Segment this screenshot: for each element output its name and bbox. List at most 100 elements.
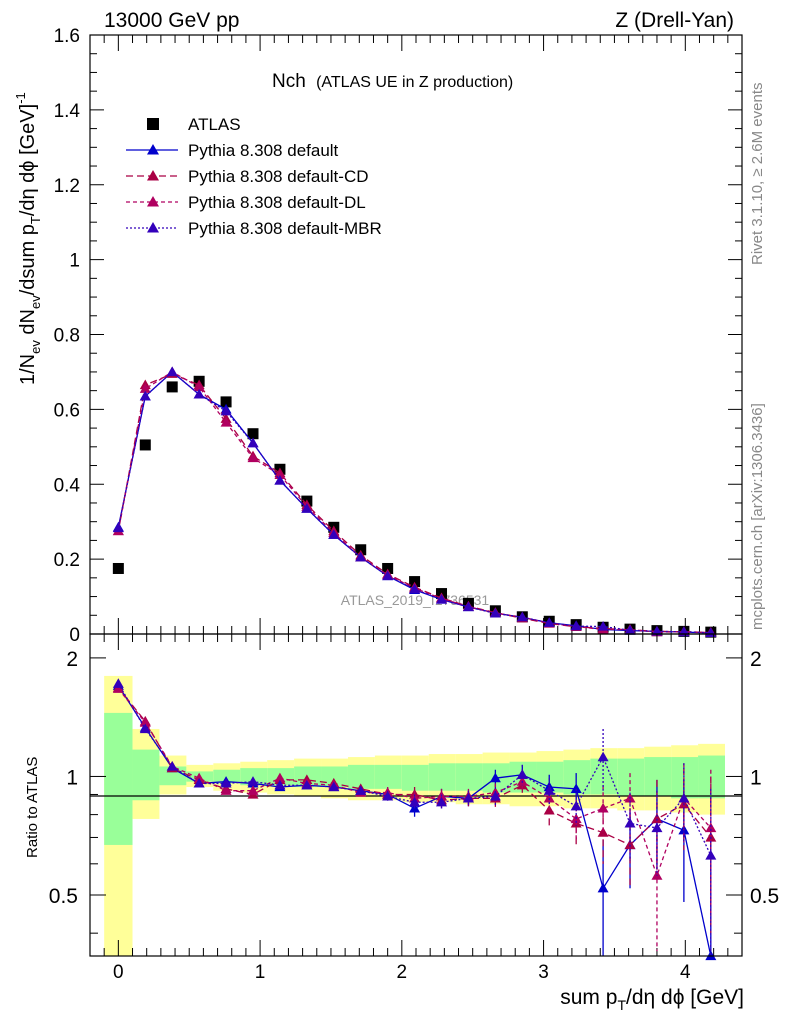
ratio-band-inner	[132, 749, 160, 801]
ratio-point-mbr	[597, 751, 609, 762]
ratio-point-dl	[139, 717, 151, 727]
x-axis-label: sum pT/dη dϕ [GeV]	[560, 986, 744, 1013]
series-point-dl	[247, 452, 259, 463]
legend-marker-cd	[147, 170, 159, 181]
ratio-point-dl	[705, 822, 717, 833]
atlas-data-point	[355, 544, 367, 556]
ylabel-part-b: dN	[17, 309, 39, 340]
ratio-point-default	[597, 882, 609, 893]
header-right: Z (Drell-Yan)	[615, 9, 734, 32]
ratio-band-inner	[374, 764, 402, 789]
mcplots-label: mcplots.cern.ch [arXiv:1306.3436]	[749, 403, 766, 630]
x-tick-label: 4	[680, 962, 691, 983]
ratio-band-inner	[698, 755, 725, 799]
series-point-mbr	[112, 522, 124, 533]
main-y-tick-label: 0.6	[54, 400, 80, 421]
series-point-mbr	[328, 529, 340, 539]
series-point-dl	[193, 381, 205, 392]
main-y-tick-label: 0.8	[54, 326, 80, 347]
main-axis-ticks	[89, 34, 743, 635]
legend-marker-dl	[147, 196, 159, 207]
ratio-point-cd	[597, 827, 609, 837]
ratio-y-tick-label-right: 1	[750, 766, 762, 789]
ratio-band-inner	[644, 757, 672, 797]
ratio-point-mbr	[139, 723, 151, 734]
ratio-point-cd	[651, 813, 663, 824]
ylabel-part-a: 1/N	[17, 354, 39, 385]
series-point-mbr	[651, 625, 663, 636]
series-point-mbr	[409, 583, 421, 594]
series-point-mbr	[247, 437, 259, 448]
ratio-axis-ticks	[89, 634, 743, 956]
ratio-point-mbr	[220, 777, 232, 788]
ratio-y-tick-label-right: 2	[750, 648, 762, 671]
atlas-data-point	[409, 576, 421, 588]
ratio-uncertainty-bands	[104, 675, 725, 956]
series-point-mbr	[301, 503, 313, 513]
chart-subtitle: (ATLAS UE in Z production)	[316, 74, 513, 91]
ratio-line-dl	[117, 688, 712, 878]
main-y-tick-label: 1	[69, 251, 80, 272]
series-point-mbr	[570, 620, 582, 631]
main-y-axis-label: 1/Nev dNev/dsum pT/dη dϕ [GeV]-1	[13, 92, 43, 385]
ratio-point-mbr	[382, 790, 394, 801]
ratio-point-default	[570, 783, 582, 793]
series-point-mbr	[543, 617, 555, 627]
legend-marker-mbr	[147, 222, 159, 233]
ratio-point-mbr	[489, 790, 501, 801]
ratio-point-mbr	[705, 849, 717, 860]
ratio-point-mbr	[112, 678, 124, 688]
ratio-band-inner	[428, 763, 456, 791]
atlas-data-point	[220, 396, 232, 408]
atlas-data-point	[247, 428, 259, 440]
ratio-point-mbr	[247, 776, 259, 786]
series-point-mbr	[489, 607, 501, 618]
ratio-y-tick-label: 1	[66, 766, 78, 789]
atlas-data-point	[166, 381, 178, 393]
ratio-point-mbr	[409, 796, 421, 807]
ratio-y-tick-label: 2	[66, 648, 78, 671]
ratio-point-dl	[274, 772, 286, 783]
ratio-point-mbr	[355, 785, 367, 795]
ratio-band-inner	[617, 758, 645, 797]
ratio-frame	[89, 633, 743, 957]
legend-label-mbr: Pythia 8.308 default-MBR	[188, 219, 382, 238]
series-point-mbr	[516, 611, 528, 622]
ratio-band-inner	[671, 757, 699, 799]
series-point-mbr	[462, 601, 474, 612]
x-tick-label: 0	[113, 962, 124, 983]
legend-label-cd: Pythia 8.308 default-CD	[188, 167, 369, 186]
ratio-y-tick-label-right: 0.5	[750, 885, 779, 908]
main-series-layer	[112, 366, 717, 638]
ratio-point-dl	[543, 792, 555, 803]
atlas-data-point	[139, 439, 151, 451]
ylabel-part-d: /dη dϕ [GeV]	[17, 104, 39, 216]
ylabel-sub-ev: ev	[28, 340, 43, 354]
ratio-point-default	[705, 950, 717, 961]
xlabel-part-b: /dη dϕ [GeV]	[626, 986, 744, 1009]
chart-title-main: Nch	[272, 71, 306, 92]
xlabel-sub-t: T	[617, 997, 626, 1013]
ratio-point-mbr	[193, 777, 205, 788]
ratio-point-mbr	[516, 769, 528, 779]
ratio-band-inner	[347, 764, 375, 789]
ylabel-part-c: /dsum p	[17, 224, 39, 295]
x-tick-label: 3	[538, 962, 549, 983]
legend-label-data: ATLAS	[188, 115, 241, 134]
ratio-point-mbr	[328, 781, 340, 792]
header-left: 13000 GeV pp	[104, 9, 239, 32]
x-tick-label: 1	[255, 962, 266, 983]
series-point-mbr	[193, 388, 205, 399]
legend-marker-default	[147, 144, 159, 155]
ratio-point-cd	[705, 831, 717, 842]
ratio-point-mbr	[301, 779, 313, 790]
chart-title: Nch (ATLAS UE in Z production)	[272, 71, 513, 92]
ratio-y-axis-label: Ratio to ATLAS	[24, 757, 41, 858]
series-point-mbr	[139, 390, 151, 401]
legend-label-default: Pythia 8.308 default	[188, 141, 339, 160]
ratio-band-inner	[455, 763, 483, 791]
series-point-mbr	[166, 366, 178, 377]
series-point-mbr	[274, 475, 286, 485]
ratio-point-mbr	[570, 800, 582, 811]
ratio-line-default	[117, 685, 712, 957]
